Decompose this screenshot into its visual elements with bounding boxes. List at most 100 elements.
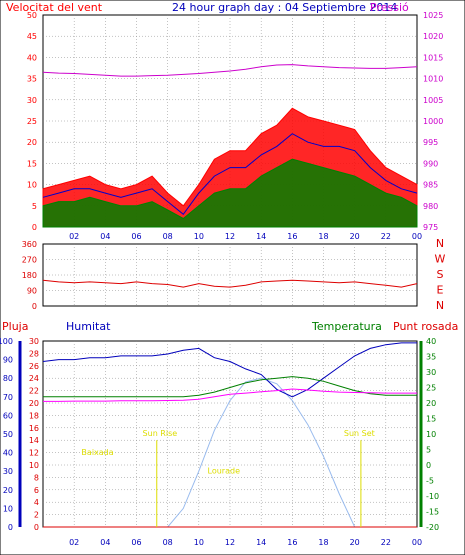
temperature-tick-label: -20: [426, 523, 439, 532]
temperature-tick-label: 5: [426, 446, 431, 455]
humidity-tick-label: 50: [3, 430, 13, 439]
rain-tick-label: 30: [29, 337, 39, 346]
pressure-tick-label: 1010: [423, 75, 443, 84]
wind-tick-label: 5: [32, 202, 37, 211]
rain-tick-label: 20: [29, 399, 39, 408]
pressure-tick-label: 1005: [423, 96, 443, 105]
wind-series: [42, 64, 418, 228]
temp-series: [42, 342, 417, 528]
humidity-tick-label: 100: [0, 337, 13, 346]
wind-tick-label: 50: [27, 11, 37, 20]
wind-tick-label: 40: [27, 53, 37, 62]
wind-x-tick-label: 08: [163, 232, 173, 241]
humidity-tick-label: 60: [3, 411, 13, 420]
wind-average-area: [42, 158, 418, 228]
wind-x-tick-label: 04: [100, 232, 110, 241]
wind-x-tick-label: 22: [381, 232, 391, 241]
compass-letter: N: [436, 237, 444, 250]
pressure-label: Pressió: [370, 1, 409, 14]
wind-x-tick-label: 06: [131, 232, 141, 241]
rain-label: Pluja: [2, 320, 28, 333]
rain-tick-label: 26: [29, 362, 39, 371]
1.5: [42, 342, 417, 398]
temperature-label: Temperatura: [311, 320, 382, 333]
rain-tick-label: 16: [29, 424, 39, 433]
wind-x-tick-label: 02: [69, 232, 79, 241]
temp-x-tick-label: 16: [287, 538, 297, 547]
compass-letter: S: [437, 268, 444, 281]
wind-tick-label: 20: [27, 138, 37, 147]
chart-title: 24 hour graph day : 04 Septiembre 2014: [172, 1, 397, 14]
direction-series: [42, 279, 418, 288]
direction-y-ticks: 0 90 180 270 360: [22, 240, 37, 311]
wind-x-tick-label: 12: [225, 232, 235, 241]
1.3: [43, 376, 417, 398]
humidity-tick-label: 70: [3, 393, 13, 402]
temperature-tick-label: 15: [426, 415, 436, 424]
humidity-tick-label: 20: [3, 486, 13, 495]
compass-letter: W: [435, 253, 446, 266]
temp-x-tick-label: 22: [381, 538, 391, 547]
pressure-tick-label: 1015: [423, 53, 443, 62]
temperature-tick-label: 0: [426, 461, 431, 470]
wind-x-ticks: 02 04 06 08 10 12 14 16 18 20 22 00: [69, 232, 422, 241]
rain-tick-label: 4: [34, 498, 39, 507]
rain-tick-label: 2: [34, 511, 39, 520]
wind-speed-label: Velocitat del vent: [6, 1, 103, 14]
wind-x-tick-label: 00: [412, 232, 422, 241]
direction-tick-label: 360: [22, 240, 37, 249]
temp-grid: [43, 341, 417, 527]
1.3: [43, 388, 417, 402]
wind-x-tick-label: 10: [194, 232, 204, 241]
wind-tick-label: 35: [27, 75, 37, 84]
temperature-tick-label: 35: [426, 353, 436, 362]
direction-grid: [43, 244, 417, 306]
temp-x-tick-label: 08: [163, 538, 173, 547]
wind-tick-label: 45: [27, 32, 37, 41]
pressure-tick-label: 980: [423, 202, 438, 211]
rain-tick-label: 28: [29, 349, 39, 358]
direction-tick-label: 0: [32, 302, 37, 311]
pressure-tick-label: 985: [423, 181, 438, 190]
temp-x-tick-label: 10: [194, 538, 204, 547]
humidity-tick-label: 30: [3, 467, 13, 476]
temperature-tick-label: 10: [426, 430, 436, 439]
rain-tick-label: 10: [29, 461, 39, 470]
sun-annotation: Sun Rise: [143, 429, 178, 438]
temp-x-tick-label: 02: [69, 538, 79, 547]
temperature-tick-label: 25: [426, 384, 436, 393]
pressure-tick-label: 1000: [423, 117, 443, 126]
temperature-y-ticks: -20 -15 -10 -5 0 5 10 15 20 25 30 35 40: [419, 337, 439, 532]
pressure-y-ticks: 975 980 985 990 995 1000 1005 1010 1015 1020 1025: [423, 11, 443, 232]
rain-tick-label: 18: [29, 411, 39, 420]
sun-annotations: Baixada Sun Rise Lourade Sun Set: [81, 429, 375, 527]
temp-x-tick-label: 18: [318, 538, 328, 547]
temperature-tick-label: -5: [426, 477, 434, 486]
wind-tick-label: 30: [27, 96, 37, 105]
temperature-tick-label: -10: [426, 492, 439, 501]
temperature-tick-label: -15: [426, 508, 439, 517]
dewpoint-label: Punt rosada: [393, 320, 458, 333]
wind-y-ticks: 0 5 10 15 20 25 30 35 40 45 50: [27, 11, 37, 232]
rain-tick-label: 0: [34, 523, 39, 532]
rain-tick-label: 24: [29, 374, 39, 383]
wind-x-tick-label: 18: [318, 232, 328, 241]
pressure-tick-label: 1025: [423, 11, 443, 20]
temp-x-tick-label: 04: [100, 538, 110, 547]
temperature-tick-label: 40: [426, 337, 436, 346]
temp-x-tick-label: 20: [350, 538, 360, 547]
wind-tick-label: 10: [27, 181, 37, 190]
humidity-tick-label: 10: [3, 504, 13, 513]
temp-x-tick-label: 14: [256, 538, 266, 547]
pressure-tick-label: 990: [423, 159, 438, 168]
compass-letter: N: [436, 299, 444, 312]
humidity-label: Humitat: [66, 320, 111, 333]
direction-tick-label: 270: [22, 256, 37, 265]
1.5: [42, 133, 418, 216]
humidity-y-ticks: 0 10 20 30 40 50 60 70 80 90 100: [0, 337, 22, 532]
humidity-tick-label: 40: [3, 449, 13, 458]
humidity-tick-label: 0: [8, 523, 13, 532]
